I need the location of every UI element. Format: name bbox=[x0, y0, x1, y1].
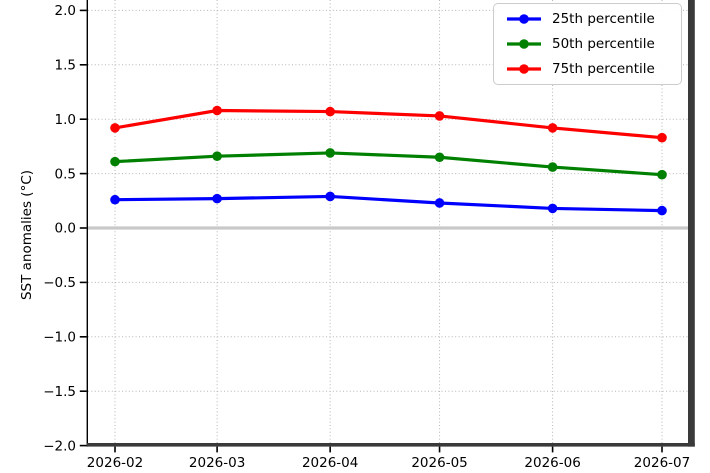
series-marker bbox=[434, 198, 445, 208]
series-marker bbox=[657, 169, 667, 180]
legend-line-sample-25th bbox=[507, 14, 541, 25]
series-marker bbox=[325, 106, 335, 117]
series-marker bbox=[657, 132, 667, 143]
series-marker bbox=[212, 105, 222, 116]
left-spine bbox=[86, 0, 88, 447]
legend-item-50th: 50th percentile bbox=[504, 33, 673, 55]
bottom-spine bbox=[86, 443, 695, 447]
y-tick-label: −2.0 bbox=[43, 438, 76, 454]
series-marker bbox=[110, 156, 120, 167]
x-tick-label: 2026-03 bbox=[189, 455, 245, 471]
series-line bbox=[113, 151, 664, 177]
legend-item-75th: 75th percentile bbox=[504, 58, 673, 80]
series-line bbox=[113, 108, 664, 140]
series-marker bbox=[434, 152, 445, 163]
y-tick-label: −1.5 bbox=[43, 384, 76, 400]
series-marker bbox=[110, 194, 120, 205]
x-tick-label: 2026-02 bbox=[87, 455, 143, 471]
series-marker bbox=[547, 162, 558, 172]
legend-line-sample-75th bbox=[507, 63, 541, 74]
legend-label-25th: 25th percentile bbox=[552, 11, 655, 28]
legend-line-sample-50th bbox=[507, 39, 541, 49]
legend-label-75th: 75th percentile bbox=[552, 60, 655, 77]
right-spine bbox=[688, 0, 695, 447]
series-marker bbox=[212, 193, 222, 204]
legend: 25th percentile 50th percentile 75th per… bbox=[493, 3, 682, 85]
series-marker bbox=[110, 123, 120, 133]
y-tick-label: −0.5 bbox=[43, 275, 76, 291]
series-marker bbox=[434, 111, 445, 121]
y-tick-label: 1.5 bbox=[55, 58, 76, 74]
series-marker bbox=[547, 123, 558, 133]
y-tick-label: −1.0 bbox=[43, 330, 76, 346]
x-tick-label: 2026-06 bbox=[524, 455, 580, 471]
series-line bbox=[113, 194, 664, 213]
series-marker bbox=[325, 148, 335, 158]
series-marker bbox=[657, 205, 667, 216]
x-tick-label: 2026-04 bbox=[302, 455, 358, 471]
x-tick-label: 2026-07 bbox=[634, 455, 690, 471]
legend-item-25th: 25th percentile bbox=[504, 8, 673, 30]
y-tick-label: 0.0 bbox=[55, 221, 76, 237]
series-marker bbox=[212, 151, 222, 161]
y-axis-label: SST anomalies (°C) bbox=[19, 169, 35, 301]
y-tick-label: 2.0 bbox=[55, 3, 76, 19]
y-tick-label: 0.5 bbox=[55, 166, 76, 182]
series-marker bbox=[325, 191, 335, 202]
legend-label-50th: 50th percentile bbox=[552, 35, 655, 52]
series-marker bbox=[547, 203, 558, 214]
y-tick-label: 1.0 bbox=[55, 112, 76, 128]
x-tick-label: 2026-05 bbox=[411, 455, 467, 471]
